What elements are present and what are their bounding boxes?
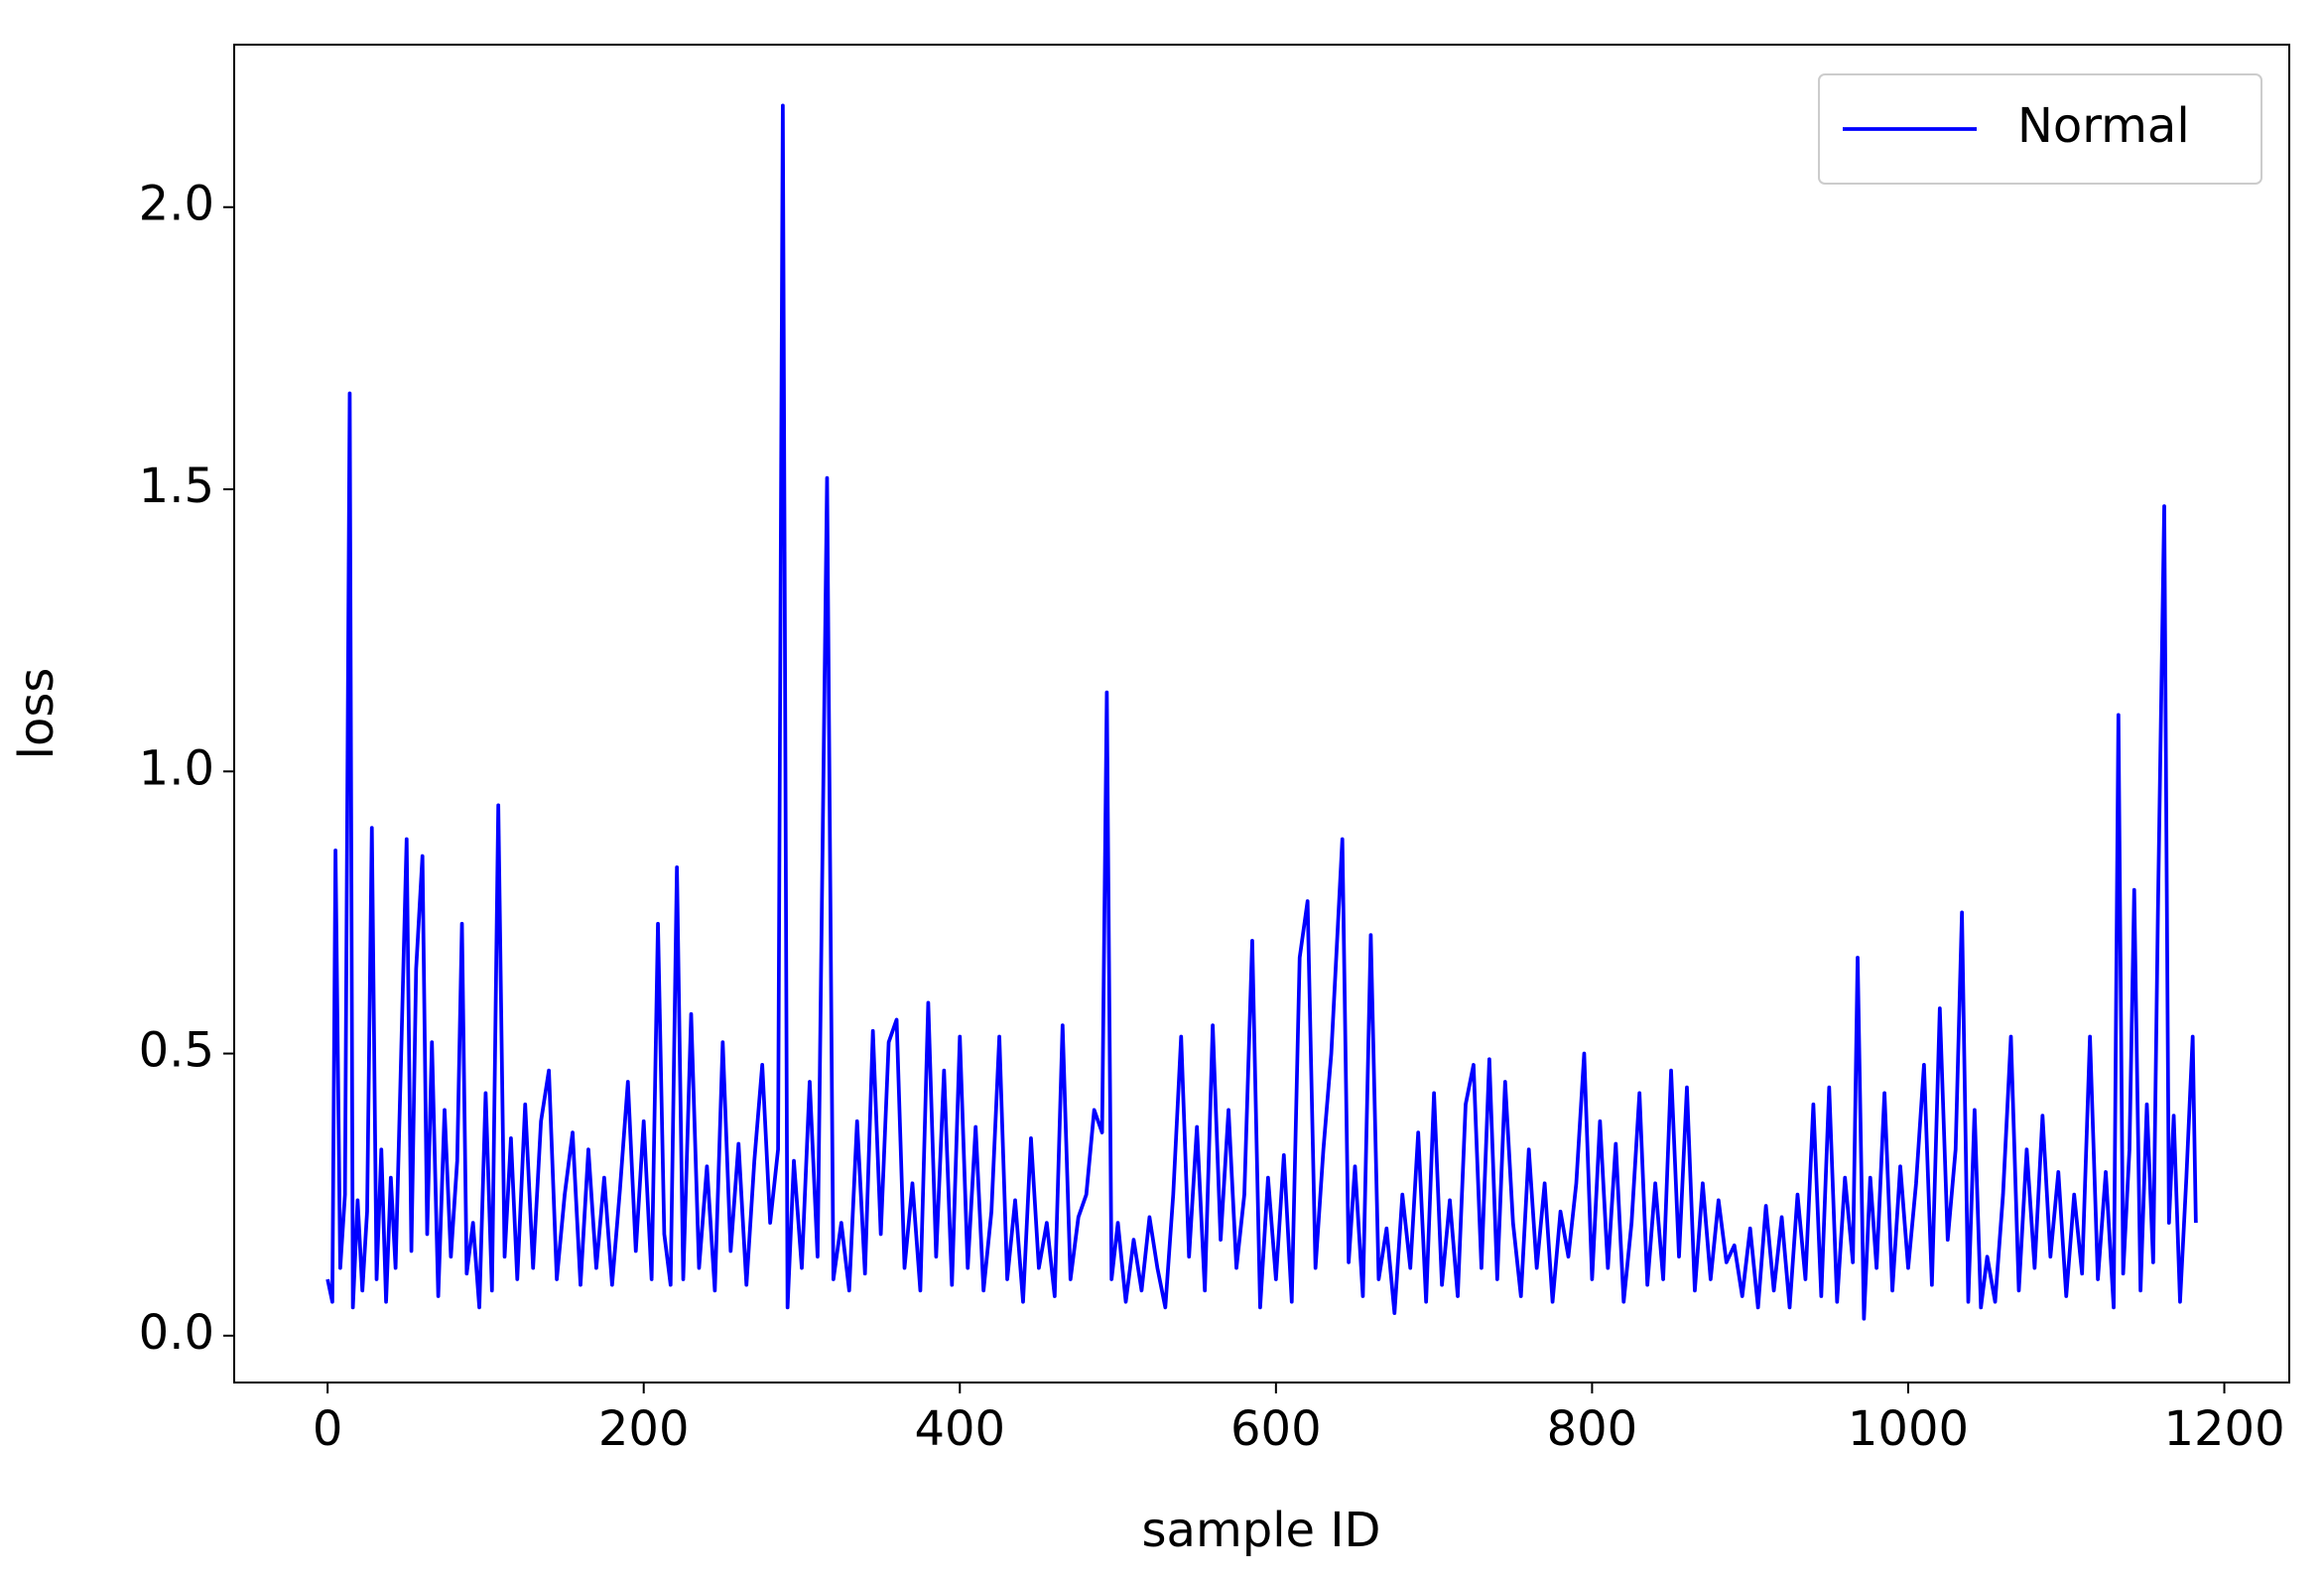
x-tick-label: 0 xyxy=(313,1401,343,1457)
data-line xyxy=(325,103,2198,1321)
y-tick-label: 1.0 xyxy=(139,740,214,796)
x-tick-label: 600 xyxy=(1230,1401,1322,1457)
x-axis-label: sample ID xyxy=(1142,1503,1381,1558)
plot-frame xyxy=(233,44,2290,1383)
y-axis-label: loss xyxy=(9,668,65,760)
legend-box xyxy=(1818,73,2262,185)
x-tick-label: 400 xyxy=(914,1401,1005,1457)
x-tick-label: 1000 xyxy=(1848,1401,1969,1457)
x-tick-label: 1200 xyxy=(2163,1401,2284,1457)
y-tick-label: 1.5 xyxy=(139,459,214,514)
y-tick-label: 0.0 xyxy=(139,1305,214,1361)
x-tick-label: 200 xyxy=(598,1401,690,1457)
x-tick-label: 800 xyxy=(1547,1401,1638,1457)
y-tick-label: 0.5 xyxy=(139,1023,214,1079)
y-tick-label: 2.0 xyxy=(139,177,214,232)
legend-label: Normal xyxy=(2017,98,2190,154)
